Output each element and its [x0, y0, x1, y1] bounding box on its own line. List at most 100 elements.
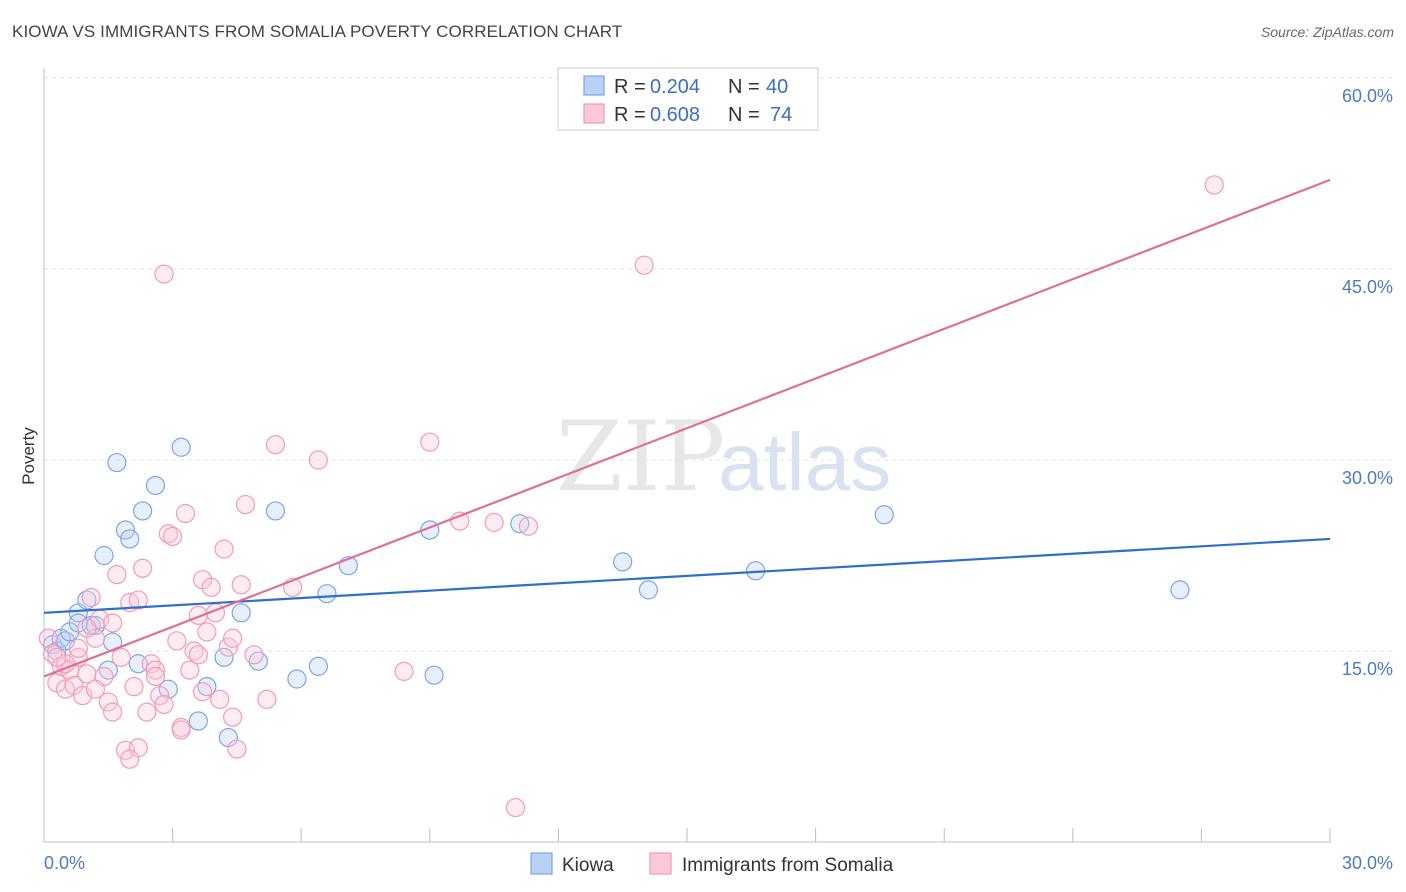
x-tick-label-max: 30.0%	[1342, 853, 1393, 873]
somalia-point-15	[102, 702, 123, 722]
axes	[43, 68, 1331, 843]
somalia-point-25	[145, 660, 166, 680]
somalia-point-0	[38, 628, 58, 648]
somalia-point-53	[420, 432, 440, 452]
somalia-point-10	[81, 587, 101, 608]
watermark-zip: ZIP	[556, 401, 725, 513]
somalia-point-27	[154, 694, 174, 715]
somalia-point-20	[124, 677, 144, 697]
legend-kiowa-r-label: R =	[614, 76, 646, 98]
somalia-point-37	[197, 622, 217, 642]
kiowa-point-20	[171, 437, 191, 457]
kiowa-point-29	[308, 656, 328, 676]
kiowa-point-15	[120, 529, 140, 549]
series-legend: Kiowa Immigrants from Somalia	[530, 852, 894, 876]
y-tick-label-0: 15.0%	[1342, 659, 1393, 679]
kiowa-point-25	[231, 603, 251, 623]
x-tick-label-min: 0.0%	[44, 853, 85, 873]
somalia-point-47	[244, 645, 264, 665]
somalia-point-51	[308, 450, 328, 470]
somalia-point-60	[1204, 175, 1224, 195]
legend-somalia-n-label: N =	[728, 104, 760, 126]
kiowa-point-39	[1170, 580, 1190, 600]
somalia-point-55	[484, 512, 504, 532]
somalia-trend-line	[43, 178, 1331, 678]
somalia-point-63	[120, 749, 140, 769]
somalia-point-33	[180, 660, 200, 680]
legend-somalia-n-value: 74	[770, 104, 792, 126]
kiowa-point-38	[874, 505, 894, 525]
kiowa-point-14	[115, 520, 136, 540]
watermark-atlas: atlas	[718, 417, 891, 508]
somalia-point-29	[163, 526, 183, 547]
somalia-point-57	[634, 255, 654, 275]
kiowa-point-30	[317, 584, 337, 604]
somalia-point-22	[132, 558, 153, 578]
trend-lines	[43, 178, 1331, 678]
somalia-point-64	[188, 605, 208, 625]
somalia-point-30	[167, 631, 187, 651]
legend-somalia-r-value: 0.608	[650, 104, 700, 126]
somalia-point-62	[102, 613, 123, 633]
somalia-point-52	[394, 661, 414, 681]
legend-swatch-kiowa	[583, 75, 605, 96]
y-tick-labels: 15.0% 30.0% 45.0% 60.0%	[1342, 86, 1393, 679]
somalia-point-32	[175, 503, 196, 524]
y-tick-label-1: 30.0%	[1342, 468, 1393, 488]
somalia-point-49	[265, 435, 286, 455]
somalia-point-42	[218, 637, 238, 657]
legend-kiowa-r-value: 0.204	[650, 76, 700, 98]
kiowa-point-21	[188, 711, 208, 731]
legend-swatch-somalia	[583, 103, 605, 124]
bottom-legend-label-somalia: Immigrants from Somalia	[682, 855, 894, 876]
kiowa-point-35	[613, 552, 633, 572]
somalia-point-41	[214, 539, 234, 559]
somalia-point-46	[235, 494, 256, 515]
somalia-point-71	[128, 590, 148, 610]
correlation-legend: R = 0.204 N = 40 R = 0.608 N = 74	[557, 67, 819, 131]
somalia-point-40	[210, 689, 230, 709]
somalia-point-65	[77, 618, 97, 638]
legend-kiowa-n-value: 40	[766, 76, 788, 98]
somalia-point-17	[111, 647, 131, 667]
bottom-legend-label-kiowa: Kiowa	[562, 855, 614, 876]
somalia-point-35	[188, 645, 208, 665]
data-points	[38, 175, 1224, 818]
kiowa-point-13	[107, 452, 127, 473]
kiowa-point-18	[145, 475, 166, 496]
y-tick-label-2: 45.0%	[1342, 277, 1393, 297]
kiowa-point-17	[132, 501, 153, 521]
somalia-point-26	[150, 685, 170, 706]
legend-kiowa-n-label: N =	[728, 76, 760, 98]
somalia-point-70	[85, 679, 106, 699]
kiowa-point-33	[424, 665, 444, 685]
somalia-point-43	[223, 707, 243, 727]
bottom-legend-swatch-somalia	[649, 852, 672, 875]
kiowa-point-36	[638, 580, 659, 600]
y-axis-label: Poverty	[19, 427, 38, 485]
chart-title: KIOWA VS IMMIGRANTS FROM SOMALIA POVERTY…	[12, 22, 623, 41]
kiowa-trend-line	[43, 537, 1331, 614]
somalia-point-45	[231, 575, 251, 595]
kiowa-point-10	[94, 545, 114, 566]
somalia-point-56	[518, 516, 538, 536]
somalia-point-59	[154, 264, 174, 284]
somalia-point-69	[223, 628, 243, 648]
somalia-point-16	[107, 564, 127, 585]
somalia-point-23	[137, 702, 157, 722]
somalia-point-44	[227, 739, 247, 759]
kiowa-point-23	[214, 647, 234, 667]
y-tick-label-3: 60.0%	[1342, 86, 1393, 106]
somalia-point-48	[257, 689, 277, 709]
somalia-point-66	[145, 666, 166, 687]
somalia-point-68	[171, 720, 191, 740]
chart-source: Source: ZipAtlas.com	[1260, 24, 1394, 40]
bottom-legend-swatch-kiowa	[530, 852, 553, 875]
somalia-point-58	[505, 798, 526, 818]
somalia-point-73	[68, 638, 88, 659]
kiowa-point-28	[287, 669, 307, 689]
legend-somalia-r-label: R =	[614, 104, 646, 126]
somalia-point-72	[193, 682, 213, 702]
somalia-point-14	[98, 692, 118, 712]
